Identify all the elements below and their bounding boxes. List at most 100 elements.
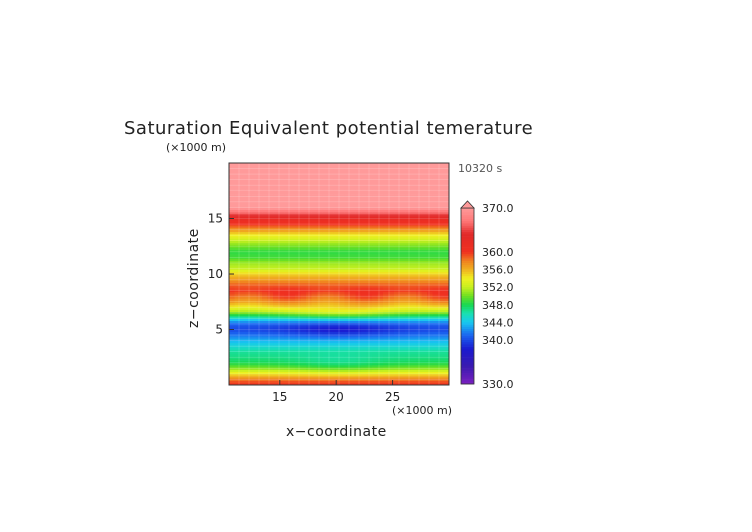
heatmap-cell — [328, 276, 334, 279]
heatmap-cell — [240, 245, 246, 248]
heatmap-cell — [339, 234, 345, 237]
heatmap-cell — [438, 353, 444, 357]
heatmap-cell — [394, 280, 400, 284]
heatmap-cell — [438, 369, 444, 372]
heatmap-cell — [234, 189, 241, 193]
heatmap-cell — [317, 214, 323, 217]
heatmap-cell — [399, 336, 406, 339]
heatmap-cell — [328, 171, 334, 175]
heatmap-cell — [240, 362, 246, 366]
heatmap-cell — [317, 338, 323, 341]
heatmap-cell — [394, 331, 400, 335]
heatmap-cell — [361, 247, 367, 250]
heatmap-cell — [278, 207, 285, 210]
heatmap-cell — [229, 262, 235, 266]
heatmap-cell — [306, 371, 312, 375]
heatmap-cell — [432, 256, 439, 259]
heatmap-cell — [234, 242, 241, 246]
heatmap-cell — [344, 182, 351, 186]
heatmap-cell — [306, 196, 312, 199]
heatmap-cell — [333, 287, 340, 290]
heatmap-cell — [317, 229, 323, 233]
heatmap-cell — [328, 225, 334, 228]
heatmap-cell — [383, 174, 389, 177]
heatmap-cell — [377, 236, 384, 239]
heatmap-cell — [366, 194, 373, 197]
heatmap-cell — [317, 342, 323, 346]
heatmap-cell — [289, 349, 296, 352]
heatmap-cell — [322, 174, 329, 177]
heatmap-cell — [377, 322, 384, 326]
heatmap-cell — [372, 189, 378, 193]
heatmap-cell — [416, 229, 422, 233]
heatmap-cell — [421, 378, 428, 381]
heatmap-cell — [410, 200, 417, 204]
heatmap-cell — [432, 278, 439, 281]
heatmap-cell — [405, 276, 411, 279]
heatmap-cell — [267, 182, 274, 186]
heatmap-cell — [344, 185, 351, 188]
heatmap-cell — [350, 340, 356, 344]
heatmap-cell — [295, 376, 301, 379]
heatmap-cell — [311, 282, 318, 286]
heatmap-cell — [328, 365, 334, 368]
heatmap-cell — [289, 371, 296, 375]
heatmap-cell — [432, 238, 439, 241]
heatmap-cell — [355, 369, 362, 372]
heatmap-cell — [366, 196, 373, 199]
heatmap-cell — [372, 362, 378, 366]
heatmap-cell — [405, 291, 411, 295]
heatmap-cell — [350, 311, 356, 315]
heatmap-cell — [383, 180, 389, 184]
heatmap-cell — [421, 200, 428, 204]
heatmap-cell — [245, 189, 252, 193]
heatmap-cell — [421, 353, 428, 357]
heatmap-cell — [405, 360, 411, 364]
heatmap-cell — [427, 302, 433, 306]
heatmap-cell — [443, 280, 450, 284]
heatmap-cell — [295, 171, 301, 175]
colorbar-segment — [461, 230, 474, 233]
heatmap-cell — [311, 362, 318, 366]
heatmap-cell — [328, 380, 334, 384]
heatmap-cell — [273, 202, 279, 206]
heatmap-cell — [262, 313, 268, 317]
heatmap-cell — [366, 240, 373, 244]
heatmap-cell — [366, 289, 373, 293]
heatmap-cell — [432, 327, 439, 330]
heatmap-cell — [399, 282, 406, 286]
heatmap-cell — [245, 376, 252, 379]
heatmap-cell — [410, 194, 417, 197]
heatmap-cell — [311, 311, 318, 315]
heatmap-cell — [438, 302, 444, 306]
heatmap-cell — [427, 245, 433, 248]
heatmap-cell — [256, 367, 263, 370]
heatmap-cell — [388, 231, 395, 235]
heatmap-cell — [372, 331, 378, 335]
heatmap-cell — [410, 316, 417, 319]
heatmap-cell — [394, 349, 400, 352]
heatmap-cell — [388, 238, 395, 241]
heatmap-cell — [240, 307, 246, 310]
heatmap-cell — [443, 214, 450, 217]
heatmap-cell — [399, 293, 406, 297]
heatmap-cell — [267, 202, 274, 206]
heatmap-cell — [229, 311, 235, 315]
heatmap-cell — [405, 280, 411, 284]
heatmap-cell — [245, 202, 252, 206]
heatmap-cell — [306, 185, 312, 188]
heatmap-cell — [405, 211, 411, 215]
heatmap-cell — [322, 205, 329, 208]
heatmap-cell — [432, 254, 439, 257]
heatmap-cell — [416, 265, 422, 268]
heatmap-cell — [267, 282, 274, 286]
heatmap-cell — [355, 260, 362, 264]
heatmap-cell — [344, 331, 351, 335]
heatmap-cell — [300, 322, 307, 326]
heatmap-cell — [284, 214, 290, 217]
heatmap-cell — [273, 376, 279, 379]
heatmap-cell — [240, 282, 246, 286]
heatmap-cell — [427, 258, 433, 261]
heatmap-cell — [256, 251, 263, 255]
heatmap-cell — [278, 351, 285, 355]
